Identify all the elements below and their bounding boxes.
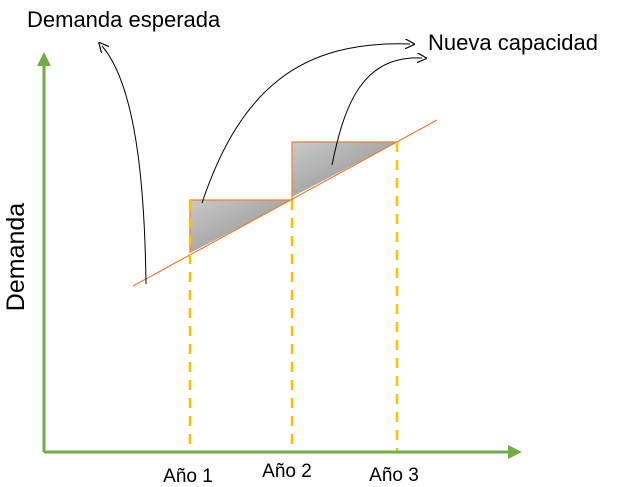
new-capacity-arrow-2 xyxy=(331,58,422,166)
expected-demand-arrow xyxy=(102,46,147,285)
x-axis-arrow-icon xyxy=(508,445,522,459)
new-capacity-arrow-1 xyxy=(201,44,410,204)
x-tick-label: Año 3 xyxy=(369,465,419,486)
demand-trend-line xyxy=(132,119,438,287)
expected-demand-label: Demanda esperada xyxy=(27,7,221,32)
y-axis-arrow-icon xyxy=(37,52,51,66)
y-axis-label: Demanda xyxy=(2,203,30,311)
new-capacity-label: Nueva capacidad xyxy=(428,30,598,55)
x-tick-label: Año 1 xyxy=(163,466,213,487)
x-tick-label: Año 2 xyxy=(262,461,312,482)
